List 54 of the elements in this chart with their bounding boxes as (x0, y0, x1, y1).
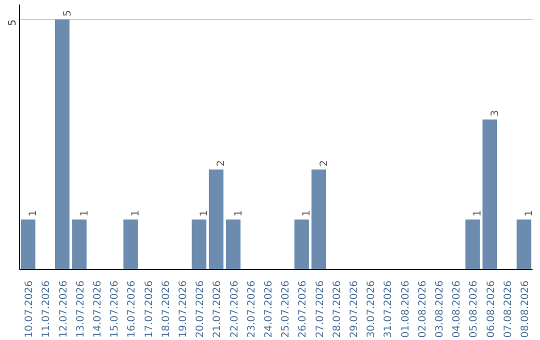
data-label: 1 (79, 210, 90, 216)
x-tick-label: 31.07.2026 (383, 280, 394, 338)
data-label: 1 (199, 210, 210, 216)
data-label: 3 (490, 110, 501, 116)
x-tick-label: 27.07.2026 (314, 280, 326, 338)
data-label: 2 (318, 160, 330, 166)
x-tick-label: 08.08.2026 (520, 280, 531, 338)
x-tick-label: 02.08.2026 (417, 280, 428, 338)
bar (516, 220, 532, 270)
x-tick-label: 22.07.2026 (229, 280, 240, 338)
x-tick-label: 20.07.2026 (195, 280, 206, 338)
x-tick-label: 24.07.2026 (263, 280, 274, 338)
x-tick-label: 14.07.2026 (92, 280, 104, 338)
bar (123, 220, 138, 270)
x-tick-label: 29.07.2026 (348, 280, 360, 338)
x-tick-label: 13.07.2026 (75, 280, 86, 338)
x-tick-label: 10.07.2026 (24, 280, 36, 338)
data-label: 1 (524, 210, 535, 216)
x-tick-label: 19.07.2026 (178, 280, 189, 338)
x-tick-label: 18.07.2026 (160, 280, 172, 338)
data-label: 5 (62, 10, 74, 16)
x-tick-label: 01.08.2026 (400, 280, 412, 338)
data-label: 1 (233, 210, 244, 216)
x-tick-label: 05.08.2026 (468, 280, 480, 338)
x-tick-label: 17.07.2026 (144, 280, 155, 338)
x-tick-label: 28.07.2026 (332, 280, 343, 338)
bar (192, 220, 206, 270)
x-tick-label: 12.07.2026 (58, 280, 70, 338)
data-label: 1 (302, 210, 313, 216)
bar (465, 220, 480, 270)
data-label: 1 (130, 210, 142, 216)
data-label: 1 (472, 210, 484, 216)
bar (482, 120, 498, 270)
x-tick-label: 26.07.2026 (298, 280, 309, 338)
data-label: 2 (216, 160, 228, 166)
data-label: 1 (28, 210, 40, 216)
bar (226, 220, 241, 270)
x-tick-label: 04.08.2026 (452, 280, 463, 338)
x-tick-label: 23.07.2026 (246, 280, 258, 338)
x-tick-label: 11.07.2026 (41, 280, 52, 338)
x-tick-label: 07.08.2026 (502, 280, 514, 338)
bar (20, 220, 36, 270)
x-tick-label: 16.07.2026 (126, 280, 138, 338)
bar (311, 170, 326, 270)
bar (294, 220, 309, 270)
x-tick-label: 30.07.2026 (366, 280, 378, 338)
bar (72, 220, 87, 270)
x-tick-label: 15.07.2026 (110, 280, 121, 338)
bar (208, 170, 224, 270)
x-tick-label: 21.07.2026 (212, 280, 224, 338)
x-tick-label: 06.08.2026 (486, 280, 497, 338)
bar (54, 20, 70, 270)
x-tick-label: 25.07.2026 (280, 280, 292, 338)
x-tick-label: 03.08.2026 (434, 280, 446, 338)
